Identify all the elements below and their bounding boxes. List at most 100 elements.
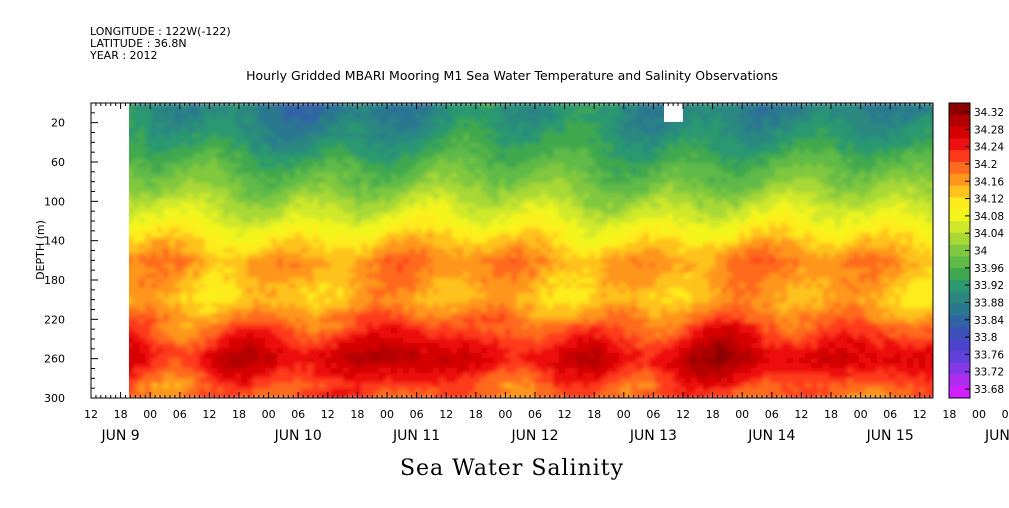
heatmap-cell xyxy=(505,153,512,159)
heatmap-cell xyxy=(319,358,326,364)
heatmap-cell xyxy=(157,353,164,359)
heatmap-cell xyxy=(319,368,326,374)
heatmap-cell xyxy=(523,128,530,134)
heatmap-cell xyxy=(565,393,572,398)
heatmap-cell xyxy=(337,253,344,259)
heatmap-cell xyxy=(499,268,506,274)
heatmap-cell xyxy=(523,178,530,184)
heatmap-cell xyxy=(547,158,554,164)
heatmap-cell xyxy=(181,303,188,309)
heatmap-cell xyxy=(391,113,398,119)
heatmap-cell xyxy=(337,393,344,398)
heatmap-cell xyxy=(127,303,134,309)
heatmap-cell xyxy=(523,133,530,139)
heatmap-cell xyxy=(421,113,428,119)
heatmap-cell xyxy=(241,208,248,214)
heatmap-cell xyxy=(127,108,134,114)
heatmap-cell xyxy=(157,118,164,124)
heatmap-cell xyxy=(535,203,542,209)
heatmap-cell xyxy=(271,388,278,394)
heatmap-cell xyxy=(463,293,470,299)
heatmap-cell xyxy=(181,108,188,114)
heatmap-cell xyxy=(397,193,404,199)
heatmap-cell xyxy=(277,383,284,389)
heatmap-cell xyxy=(475,148,482,154)
heatmap-cell xyxy=(361,183,368,189)
heatmap-cell xyxy=(421,218,428,224)
heatmap-cell xyxy=(595,198,602,204)
heatmap-cell xyxy=(433,218,440,224)
heatmap-cell xyxy=(127,348,134,354)
heatmap-cell xyxy=(511,368,518,374)
heatmap-cell xyxy=(235,238,242,244)
heatmap-cell xyxy=(253,283,260,289)
heatmap-cell xyxy=(229,393,236,398)
heatmap-cell xyxy=(523,223,530,229)
heatmap-cell xyxy=(265,243,272,249)
heatmap-cell xyxy=(313,288,320,294)
heatmap-cell xyxy=(163,393,170,398)
heatmap-cell xyxy=(499,368,506,374)
heatmap-cell xyxy=(457,263,464,269)
heatmap-cell xyxy=(199,133,206,139)
heatmap-cell xyxy=(529,153,536,159)
heatmap-cell xyxy=(133,108,140,114)
heatmap-cell xyxy=(499,158,506,164)
heatmap-cell xyxy=(223,173,230,179)
heatmap-cell xyxy=(553,298,560,304)
heatmap-cell xyxy=(361,193,368,199)
heatmap-cell xyxy=(475,103,482,109)
heatmap-cell xyxy=(517,228,524,234)
heatmap-cell xyxy=(151,248,158,254)
heatmap-cell xyxy=(355,153,362,159)
heatmap-cell xyxy=(151,388,158,394)
heatmap-cell xyxy=(265,138,272,144)
heatmap-cell xyxy=(445,213,452,219)
heatmap-cell xyxy=(205,378,212,384)
heatmap-cell xyxy=(229,363,236,369)
heatmap-cell xyxy=(349,218,356,224)
heatmap-cell xyxy=(577,103,584,109)
heatmap-cell xyxy=(259,353,266,359)
heatmap-cell xyxy=(469,208,476,214)
heatmap-cell xyxy=(283,288,290,294)
heatmap-cell xyxy=(199,213,206,219)
heatmap-cell xyxy=(385,178,392,184)
heatmap-cell xyxy=(469,298,476,304)
heatmap-cell xyxy=(283,103,290,109)
heatmap-cell xyxy=(133,163,140,169)
heatmap-cell xyxy=(277,133,284,139)
heatmap-cell xyxy=(475,348,482,354)
heatmap-cell xyxy=(589,258,596,264)
heatmap-cell xyxy=(355,288,362,294)
heatmap-cell xyxy=(487,143,494,149)
heatmap-cell xyxy=(505,333,512,339)
heatmap-cell xyxy=(157,153,164,159)
heatmap-cell xyxy=(175,388,182,394)
heatmap-cell xyxy=(133,323,140,329)
heatmap-cell xyxy=(133,393,140,398)
heatmap-cell xyxy=(175,228,182,234)
heatmap-cell xyxy=(427,198,434,204)
heatmap-cell xyxy=(133,183,140,189)
heatmap-cell xyxy=(547,273,554,279)
heatmap-cell xyxy=(247,123,254,129)
heatmap-cell xyxy=(283,253,290,259)
heatmap-cell xyxy=(337,258,344,264)
heatmap-cell xyxy=(169,103,176,109)
heatmap-cell xyxy=(409,348,416,354)
heatmap-cell xyxy=(535,188,542,194)
heatmap-cell xyxy=(373,378,380,384)
heatmap-cell xyxy=(553,258,560,264)
heatmap-cell xyxy=(559,283,566,289)
heatmap-cell xyxy=(457,338,464,344)
heatmap-cell xyxy=(469,128,476,134)
heatmap-cell xyxy=(229,258,236,264)
heatmap-cell xyxy=(493,193,500,199)
heatmap-cell xyxy=(475,378,482,384)
heatmap-cell xyxy=(307,133,314,139)
heatmap-cell xyxy=(127,153,134,159)
heatmap-cell xyxy=(181,378,188,384)
heatmap-cell xyxy=(595,128,602,134)
heatmap-cell xyxy=(271,243,278,249)
